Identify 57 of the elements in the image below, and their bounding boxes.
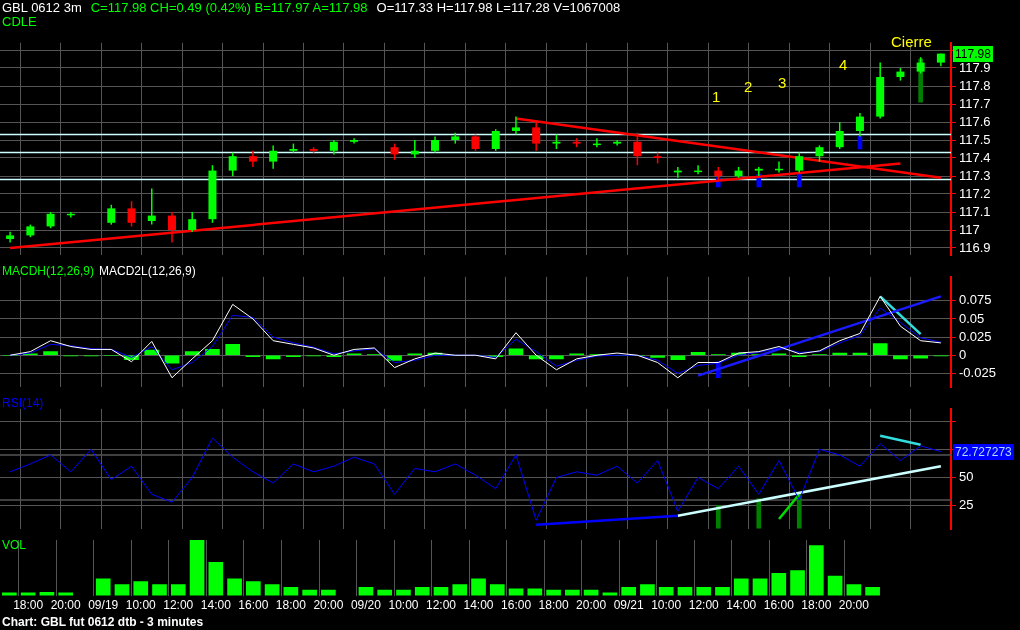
annotation: 3 (778, 74, 787, 91)
y-tick-label: 117.7 (959, 95, 991, 111)
x-tick-label: 20:00 (838, 598, 870, 613)
y-tick-label: 25 (959, 497, 974, 513)
y-tick-label: 117.4 (959, 149, 991, 165)
x-tick-label: 09/19 (88, 598, 119, 613)
x-tick-label: 16:00 (501, 598, 532, 613)
y-tick-label: 117.5 (959, 131, 991, 147)
chart-subtitle: C=117.98 CH=0.49 (0.42%) B=117.97 A=117.98 (90, 0, 368, 15)
y-tick-label: 0.075 (959, 292, 992, 308)
x-tick-label: 12:00 (163, 598, 194, 613)
x-tick-label: 18:00 (275, 598, 307, 613)
annotation: 1 (712, 88, 721, 105)
x-tick-label: 16:00 (763, 598, 795, 613)
y-tick-label: 116.9 (959, 239, 991, 255)
x-tick-label: 18:00 (801, 598, 832, 613)
y-tick-label: 117.1 (959, 203, 991, 219)
x-tick-label: 18:00 (13, 598, 44, 613)
text: 117.98 (953, 45, 993, 62)
x-tick-label: 20:00 (576, 598, 607, 613)
x-tick-label: 12:00 (425, 598, 457, 613)
y-tick-label: 117 (959, 221, 980, 237)
y-axis-title: CDLE (2, 14, 37, 29)
x-tick-label: 14:00 (200, 598, 232, 613)
y-tick-label: 117.8 (959, 77, 991, 93)
text: VOL (2, 538, 27, 552)
y-tick-label: 117.2 (959, 185, 991, 201)
text: MACD2L(12,26,9) (99, 264, 196, 278)
annotation: 2 (744, 78, 753, 95)
y-tick-label: 117.6 (959, 113, 991, 129)
y-tick-label: 0.025 (959, 328, 992, 344)
x-tick-label: 09/20 (350, 598, 382, 613)
y-tick-label: 0 (959, 346, 967, 362)
text: O=117.33 H=117.98 L=117.28 V=1067008 (376, 0, 621, 15)
x-tick-label: 09/21 (613, 598, 644, 613)
text: Chart: GBL fut 0612 dtb - 3 minutes (2, 615, 204, 629)
x-tick-label: 14:00 (726, 598, 757, 613)
x-tick-label: 16:00 (238, 598, 269, 613)
y-tick-label: 50 (959, 469, 974, 485)
y-tick-label: -0.025 (959, 364, 996, 380)
x-tick-label: 14:00 (463, 598, 494, 613)
text: MACDH(12,26,9) (2, 264, 95, 278)
x-tick-label: 20:00 (50, 598, 82, 613)
x-tick-label: 20:00 (313, 598, 344, 613)
y-tick-label: 0.05 (959, 310, 985, 326)
x-tick-label: 10:00 (651, 598, 682, 613)
y-tick-label: 117.9 (959, 59, 991, 75)
x-tick-label: 10:00 (388, 598, 419, 613)
x-tick-label: 10:00 (125, 598, 157, 613)
text: RSI(14) (2, 396, 44, 410)
text: 72.727273 (953, 443, 1014, 460)
x-tick-label: 12:00 (688, 598, 720, 613)
chart-title: GBL 0612 3m (2, 0, 82, 15)
y-tick-label: 117.3 (959, 167, 991, 183)
x-tick-label: 18:00 (538, 598, 569, 613)
annotation: 4 (839, 56, 848, 73)
annotation: Cierre (891, 33, 932, 50)
